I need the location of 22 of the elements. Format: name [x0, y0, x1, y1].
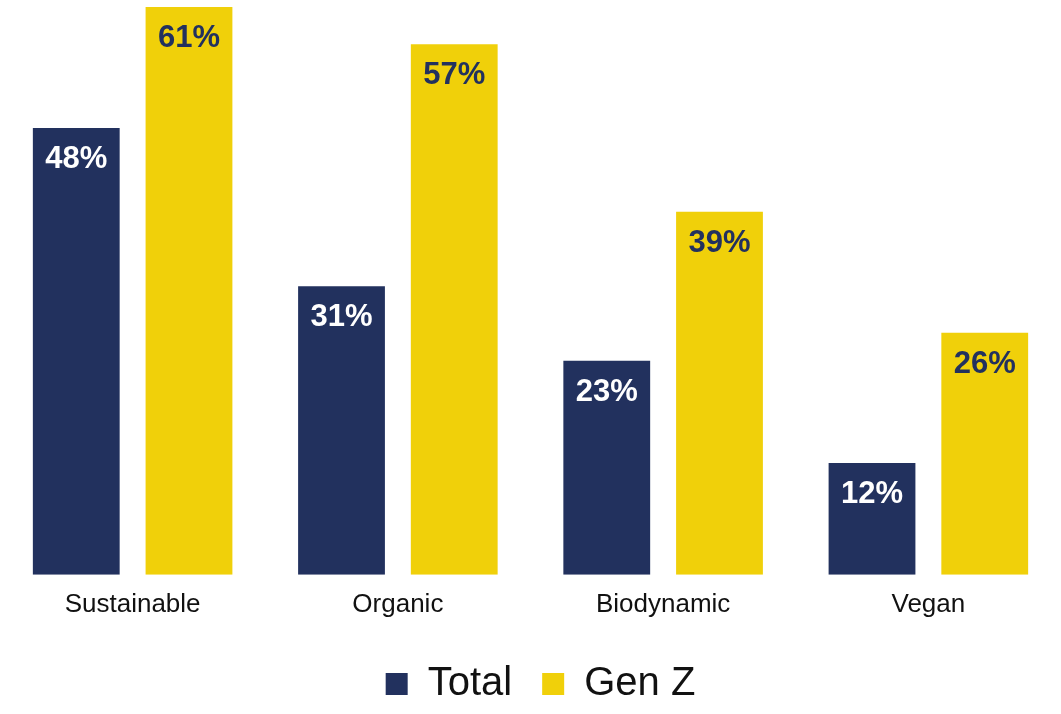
data-label: 26% — [953, 344, 1016, 380]
x-tick-label: Vegan — [891, 587, 966, 618]
x-tick-label: Organic — [352, 587, 444, 618]
bar — [941, 332, 1029, 575]
data-label: 48% — [45, 140, 108, 176]
bar — [298, 286, 385, 575]
legend-label: Total — [427, 659, 513, 704]
data-label: 39% — [688, 223, 751, 259]
data-label: 31% — [310, 298, 373, 334]
legend-label: Gen Z — [584, 659, 696, 704]
data-label: 23% — [575, 372, 638, 408]
data-label: 12% — [840, 475, 904, 511]
bar — [563, 360, 651, 575]
bar — [410, 44, 498, 575]
x-tick-label: Biodynamic — [595, 587, 731, 618]
data-label: 57% — [423, 56, 486, 92]
bar — [828, 463, 916, 575]
bar — [676, 211, 763, 575]
bar — [32, 128, 120, 575]
data-label: 61% — [157, 19, 221, 55]
x-tick-label: Sustainable — [64, 587, 201, 618]
bar — [145, 7, 233, 575]
